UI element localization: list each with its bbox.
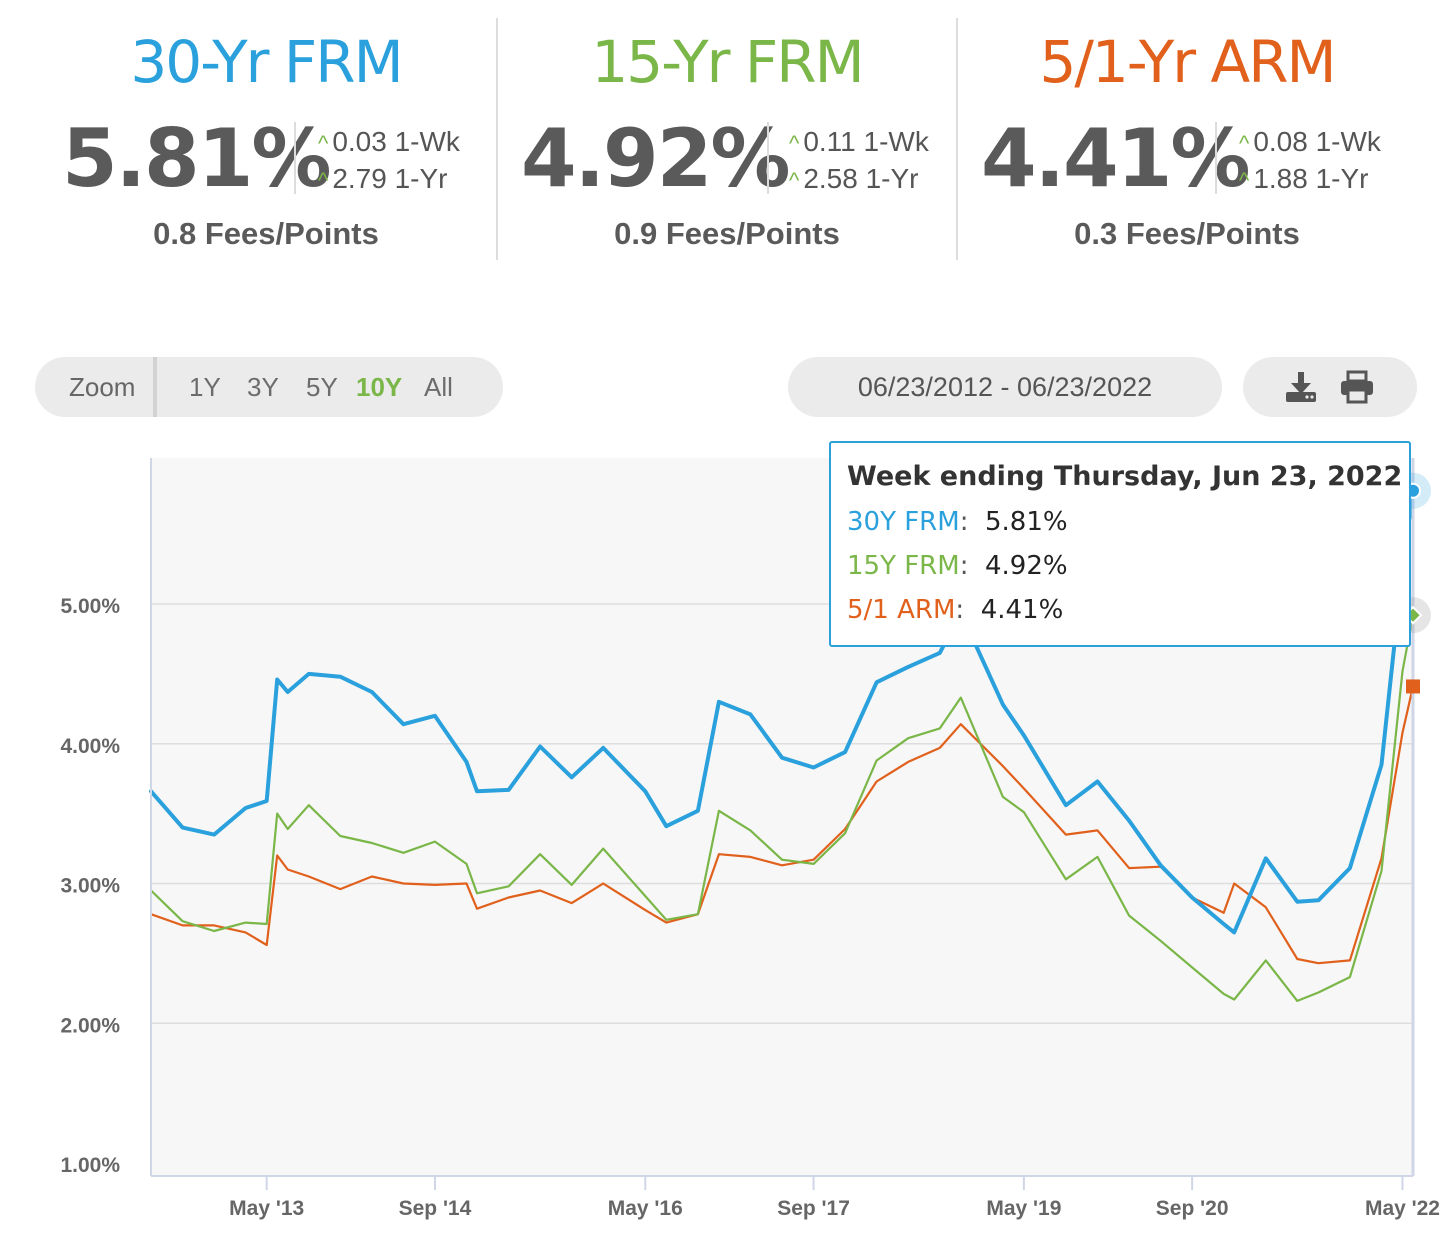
series-line-30y	[149, 488, 1415, 935]
x-tick-label: May '19	[986, 1197, 1061, 1220]
zoom-10y-button[interactable]: 10Y	[356, 372, 403, 402]
tooltip-value-arm: 4.41%	[980, 595, 1064, 625]
zoom-3y-button[interactable]: 3Y	[247, 372, 279, 402]
up-arrow-icon: ^	[789, 168, 800, 193]
tooltip-row-30y: 30Y FRM: 5.81%	[847, 507, 1068, 537]
summary-30yr: 30-Yr FRM 5.81% ^ 0.03 1-Wk ^ 2.79 1-Yr 0.…	[36, 0, 496, 270]
rate-30yr: 5.81%	[62, 112, 332, 205]
tooltip-value-15y: 4.92%	[984, 551, 1068, 581]
tooltip-label-15y: 15Y FRM	[847, 551, 960, 581]
tooltip-label-arm: 5/1 ARM	[847, 595, 956, 625]
rates-summary: 30-Yr FRM 5.81% ^ 0.03 1-Wk ^ 2.79 1-Yr 0.…	[0, 0, 1456, 270]
summary-title-arm: 5/1-Yr ARM	[1039, 28, 1336, 96]
change-week-30yr: ^ 0.03 1-Wk	[318, 126, 460, 157]
tooltip-row-15y: 15Y FRM: 4.92%	[841, 545, 1371, 587]
rate-divider	[294, 122, 296, 194]
download-icon[interactable]	[1283, 370, 1319, 404]
up-arrow-icon: ^	[318, 131, 329, 156]
zoom-5y-button[interactable]: 5Y	[306, 372, 338, 402]
series-line-arm	[149, 685, 1415, 965]
x-tick-label: Sep '20	[1156, 1197, 1229, 1220]
zoom-control: Zoom 1Y 3Y 5Y 10Y All	[35, 357, 503, 417]
y-tick-label: 5.00%	[60, 595, 120, 618]
summary-title-30yr: 30-Yr FRM	[130, 28, 403, 96]
y-tick-label: 3.00%	[60, 875, 120, 898]
tooltip-row-arm: 5/1 ARM: 4.41%	[847, 595, 1064, 625]
date-range-picker[interactable]: 06/23/2012 - 06/23/2022	[788, 357, 1222, 417]
tooltip-value-30y: 5.81%	[984, 507, 1068, 537]
rate-15yr: 4.92%	[521, 112, 791, 205]
x-tick-label: May '22	[1365, 1197, 1440, 1220]
summary-title-15yr: 15-Yr FRM	[591, 28, 864, 96]
series-line-15y	[149, 614, 1415, 1003]
x-tick-label: May '13	[229, 1197, 304, 1220]
fees-15yr: 0.9 Fees/Points	[614, 216, 840, 251]
up-arrow-icon: ^	[1239, 131, 1250, 156]
fees-30yr: 0.8 Fees/Points	[153, 216, 379, 251]
rate-divider	[1215, 122, 1217, 194]
print-icon[interactable]	[1339, 370, 1375, 404]
up-arrow-icon: ^	[318, 168, 329, 193]
rate-arm: 4.41%	[981, 112, 1251, 205]
zoom-1y-button[interactable]: 1Y	[189, 372, 221, 402]
y-tick-label: 4.00%	[60, 735, 120, 758]
change-year-arm: ^ 1.88 1-Yr	[1239, 163, 1369, 194]
change-week-arm: ^ 0.08 1-Wk	[1239, 126, 1381, 157]
chart-tooltip: Week ending Thursday, Jun 23, 2022 30Y F…	[829, 441, 1411, 647]
rate-divider	[767, 122, 769, 194]
zoom-all-button[interactable]: All	[424, 372, 453, 402]
x-tick-label: Sep '14	[399, 1197, 472, 1220]
change-week-15yr: ^ 0.11 1-Wk	[789, 126, 929, 157]
x-tick-label: Sep '17	[777, 1197, 850, 1220]
summary-15yr: 15-Yr FRM 4.92% ^ 0.11 1-Wk ^ 2.58 1-Yr 0.…	[497, 0, 957, 270]
y-tick-label: 2.00%	[60, 1014, 120, 1037]
change-year-30yr: ^ 2.79 1-Yr	[318, 163, 448, 194]
column-divider	[956, 18, 958, 260]
tooltip-label-30y: 30Y FRM	[847, 507, 960, 537]
tooltip-title: Week ending Thursday, Jun 23, 2022	[847, 461, 1403, 492]
up-arrow-icon: ^	[1239, 168, 1250, 193]
x-tick-label: May '16	[608, 1197, 683, 1220]
marker-arm	[1406, 679, 1420, 694]
chart-tools	[1243, 357, 1417, 417]
zoom-label: Zoom	[69, 372, 136, 402]
fees-arm: 0.3 Fees/Points	[1074, 216, 1300, 251]
column-divider	[496, 18, 498, 260]
summary-arm: 5/1-Yr ARM 4.41% ^ 0.08 1-Wk ^ 1.88 1-Yr 0…	[957, 0, 1417, 270]
y-tick-label: 1.00%	[60, 1154, 120, 1177]
zoom-divider	[153, 357, 157, 417]
up-arrow-icon: ^	[789, 131, 800, 156]
change-year-15yr: ^ 2.58 1-Yr	[789, 163, 919, 194]
